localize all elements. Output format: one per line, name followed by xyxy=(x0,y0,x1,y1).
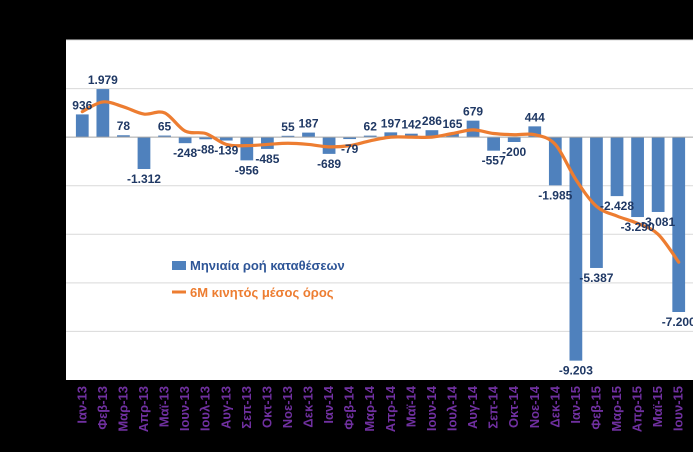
bar-Σεπ-14 xyxy=(487,137,500,151)
x-tick-label-Μαρ-14: Μαρ-14 xyxy=(362,385,377,431)
legend-line-label: 6M κινητός μέσος όρος xyxy=(190,285,334,300)
legend: Μηνιαία ροή καταθέσεων 6M κινητός μέσος … xyxy=(172,258,345,300)
moving-average-line xyxy=(80,100,681,264)
data-label-Νοε-13: 55 xyxy=(281,120,295,134)
x-tick-label-Ιαν-13: Ιαν-13 xyxy=(74,386,89,424)
x-tick-label-Φεβ-13: Φεβ-13 xyxy=(95,386,110,430)
x-tick-label-Οκτ-13: Οκτ-13 xyxy=(259,386,274,428)
x-tick-label-Φεβ-15: Φεβ-15 xyxy=(588,386,603,430)
x-tick-label-Μαϊ-13: Μαϊ-13 xyxy=(157,386,172,427)
x-tick-label-Μαρ-15: Μαρ-15 xyxy=(609,386,624,432)
x-tick-label-Αυγ-14: Αυγ-14 xyxy=(465,385,480,429)
data-label-Ιουν-14: 286 xyxy=(422,114,442,128)
bar-Φεβ-13 xyxy=(96,89,110,138)
bar-Ιουν-15 xyxy=(672,137,686,312)
x-tick-label-Μαρ-13: Μαρ-13 xyxy=(115,386,130,432)
x-tick-label-Αυγ-13: Αυγ-13 xyxy=(218,386,233,429)
x-tick-label-Νοε-14: Νοε-14 xyxy=(527,385,542,428)
data-label-Φεβ-15: -5.387 xyxy=(579,271,613,285)
data-label-Σεπ-13: -956 xyxy=(235,163,259,177)
data-label-Μαρ-15: -2.428 xyxy=(600,199,634,213)
x-tick-label-Δεκ-14: Δεκ-14 xyxy=(547,385,562,427)
x-tick-label-Ιουν-15: Ιουν-15 xyxy=(671,386,686,431)
data-label-Αυγ-14: 679 xyxy=(463,105,483,119)
x-tick-label-Ιαν-15: Ιαν-15 xyxy=(568,386,583,424)
data-label-Ιαν-13: 936 xyxy=(72,98,92,112)
data-label-Νοε-14: 444 xyxy=(525,110,545,124)
bar-Ιουν-14 xyxy=(425,130,439,138)
bar-Ιουλ-13 xyxy=(199,137,213,140)
data-label-Μαϊ-13: 65 xyxy=(158,120,172,134)
x-tick-label-Νοε-13: Νοε-13 xyxy=(280,386,295,428)
data-label-Μαρ-13: 78 xyxy=(117,119,131,133)
bar-Δεκ-13 xyxy=(302,132,315,138)
data-label-Απρ-14: 197 xyxy=(381,116,401,130)
x-tick-label-Απρ-15: Απρ-15 xyxy=(630,386,645,432)
plot-area xyxy=(66,40,693,380)
data-label-Φεβ-13: 1.979 xyxy=(88,73,118,87)
legend-bar-label: Μηνιαία ροή καταθέσεων xyxy=(190,258,345,273)
bar-Μαρ-13 xyxy=(117,135,130,138)
bar-Απρ-14 xyxy=(384,132,398,138)
data-label-Δεκ-13: 187 xyxy=(299,117,319,131)
data-label-Μαρ-14: 62 xyxy=(364,120,378,134)
x-tick-label-Απρ-13: Απρ-13 xyxy=(136,386,151,432)
bar-Ιουν-13 xyxy=(178,137,192,144)
data-label-Ιουλ-13: -88 xyxy=(197,142,215,156)
data-label-Οκτ-14: -200 xyxy=(502,145,526,159)
bar-Νοε-13 xyxy=(281,135,295,138)
data-label-Οκτ-13: -485 xyxy=(255,152,279,166)
bar-Απρ-13 xyxy=(137,137,151,170)
x-tick-label-Μαϊ-15: Μαϊ-15 xyxy=(650,386,665,427)
x-tick-label-Φεβ-14: Φεβ-14 xyxy=(342,385,357,429)
bar-Μαϊ-13 xyxy=(158,135,171,138)
bar-Ιαν-15 xyxy=(569,137,583,361)
bar-Απρ-15 xyxy=(631,137,644,218)
data-label-Δεκ-14: -1.985 xyxy=(538,188,572,202)
x-tick-label-Ιουν-14: Ιουν-14 xyxy=(424,385,439,431)
x-tick-label-Σεπ-14: Σεπ-14 xyxy=(486,385,501,428)
x-tick-label-Οκτ-14: Οκτ-14 xyxy=(506,385,521,428)
x-tick-label-Απρ-14: Απρ-14 xyxy=(383,385,398,432)
data-label-Ιαν-15: -9.203 xyxy=(559,364,593,378)
bar-Φεβ-15 xyxy=(590,137,603,268)
x-tick-label-Μαϊ-14: Μαϊ-14 xyxy=(403,385,418,427)
data-label-Ιουλ-14: 165 xyxy=(442,117,462,131)
bar-Φεβ-14 xyxy=(343,137,357,140)
data-label-Αυγ-13: -139 xyxy=(214,144,238,158)
bar-Σεπ-13 xyxy=(240,137,254,161)
x-tick-label-Δεκ-13: Δεκ-13 xyxy=(301,386,316,428)
bar-Νοε-14 xyxy=(528,126,542,138)
x-tick-label-Ιουλ-13: Ιουλ-13 xyxy=(198,386,213,431)
data-label-Φεβ-14: -79 xyxy=(341,142,359,156)
bar-Μαϊ-14 xyxy=(404,133,418,138)
bar-Ιαν-13 xyxy=(75,114,89,138)
data-label-Ιουν-13: -248 xyxy=(173,146,197,160)
data-label-Μαϊ-15: -3.081 xyxy=(641,215,675,229)
bar-Μαϊ-15 xyxy=(651,137,665,212)
data-label-Απρ-15: -3.290 xyxy=(621,220,655,234)
data-label-Ιουν-15: -7.200 xyxy=(662,315,693,329)
bar-Οκτ-14 xyxy=(507,137,521,142)
legend-bar-swatch xyxy=(172,261,186,270)
data-label-Σεπ-14: -557 xyxy=(482,154,506,168)
data-label-Ιαν-14: -689 xyxy=(317,157,341,171)
bar-Μαρ-15 xyxy=(610,137,624,197)
bar-Ιουλ-14 xyxy=(446,133,459,138)
x-tick-label-Σεπ-13: Σεπ-13 xyxy=(239,386,254,429)
data-label-Απρ-13: -1.312 xyxy=(127,172,161,186)
bar-Αυγ-13 xyxy=(219,137,233,141)
data-label-Μαϊ-14: 142 xyxy=(401,118,421,132)
x-tick-label-Ιαν-14: Ιαν-14 xyxy=(321,385,336,423)
bar-Μαρ-14 xyxy=(363,135,377,138)
x-tick-label-Ιουλ-14: Ιουλ-14 xyxy=(444,385,459,431)
x-tick-label-Ιουν-13: Ιουν-13 xyxy=(177,386,192,431)
